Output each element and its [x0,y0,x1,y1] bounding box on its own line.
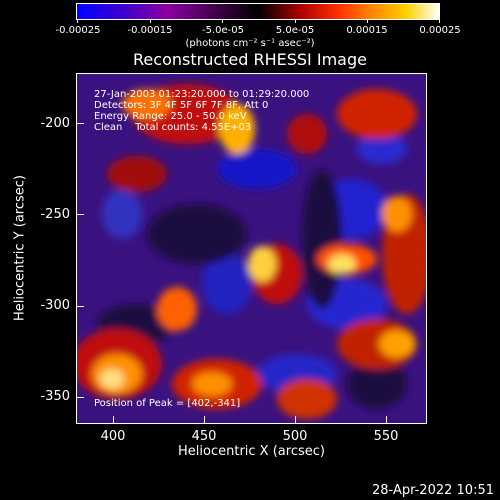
x-tick-label: 450 [191,429,217,444]
plot-title: Reconstructed RHESSI Image [133,50,367,69]
y-tick-label: -300 [40,298,70,313]
y-axis-title: Heliocentric Y (arcsec) [12,175,28,321]
y-axis: -200 -250 -300 -350 [0,0,84,500]
x-tick-label: 500 [282,429,308,444]
x-tick-label: 400 [100,429,126,444]
x-axis-title: Heliocentric X (arcsec) [178,444,325,459]
y-tick-label: -250 [40,207,70,222]
footer-date: 28-Apr-2022 10:51 [372,483,494,498]
annotation-energy-range: Energy Range: 25.0 - 50.0 keV [94,111,247,122]
annotation-clean: Clean Total counts: 4.55E+03 [94,122,252,133]
colorbar-label: -0.00015 [127,25,173,36]
annotation-time-range: 27-Jan-2003 01:23:20.000 to 01:29:20.000 [94,89,310,100]
colorbar-label: 0.00025 [419,25,461,36]
colorbar-ticks: -0.00025 -0.00015 -5.0e-05 5.0e-05 0.000… [0,0,500,40]
colorbar-label: -5.0e-05 [202,25,244,36]
heatmap-svg [77,74,426,423]
colorbar-label: 5.0e-05 [275,25,315,36]
heatmap-image [76,73,427,424]
x-tick-label: 550 [373,429,399,444]
colorbar-label: -0.00025 [55,25,101,36]
y-tick-label: -200 [40,116,70,131]
colorbar-label: 0.00015 [346,25,388,36]
colorbar-units: (photons cm⁻² s⁻¹ asec⁻²) [185,38,315,49]
annotation-detectors: Detectors: 3F 4F 5F 6F 7F 8F, Att 0 [94,100,269,111]
annotation-peak: Position of Peak = [402,-341] [94,398,241,409]
colorbar [76,3,440,20]
y-tick-label: -350 [40,389,70,404]
